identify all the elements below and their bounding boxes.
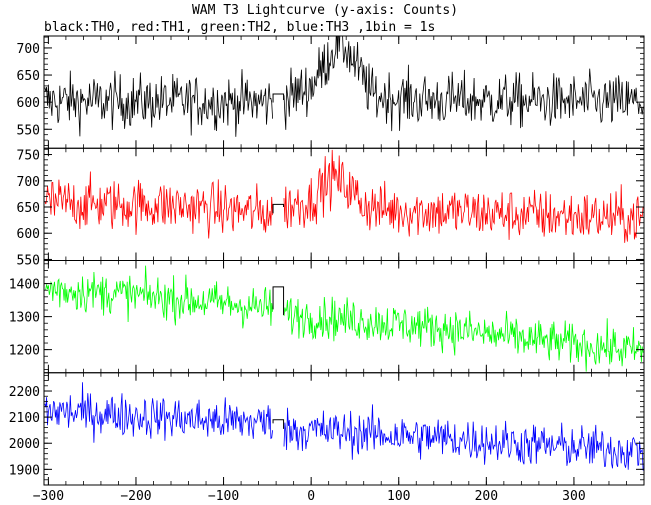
x-axis: −300 −200 −100 0 100 200 300 bbox=[33, 489, 586, 504]
gap-step-th2 bbox=[272, 286, 285, 315]
y-tick-label: 550 bbox=[17, 253, 40, 268]
y-tick-label: 1900 bbox=[9, 463, 40, 478]
x-tick-label: 0 bbox=[307, 489, 315, 504]
y-tick-label: 2000 bbox=[9, 437, 40, 452]
x-tick-label: 300 bbox=[562, 489, 585, 504]
chart-subtitle: black:TH0, red:TH1, green:TH2, blue:TH3 … bbox=[44, 20, 435, 35]
series-line-th1 bbox=[44, 149, 644, 243]
x-tick-label: −200 bbox=[120, 489, 151, 504]
y-tick-label: 650 bbox=[17, 201, 40, 216]
y-tick-label: 600 bbox=[17, 227, 40, 242]
y-tick-label: 700 bbox=[17, 42, 40, 57]
y-tick-label: 600 bbox=[17, 96, 40, 111]
series-line-th3 bbox=[44, 382, 644, 471]
gap-step-th0 bbox=[272, 93, 285, 103]
y-tick-label: 700 bbox=[17, 175, 40, 190]
x-tick-label: −300 bbox=[33, 489, 64, 504]
x-tick-label: 200 bbox=[475, 489, 498, 504]
y-tick-label: 1400 bbox=[9, 278, 40, 293]
panel-th3: 1900 2000 2100 2200 bbox=[9, 372, 645, 486]
chart-title: WAM T3 Lightcurve (y-axis: Counts) bbox=[192, 3, 458, 18]
panel-frame bbox=[43, 372, 645, 486]
y-tick-label: 1300 bbox=[9, 311, 40, 326]
y-tick-label: 1200 bbox=[9, 344, 40, 359]
y-tick-label: 2100 bbox=[9, 411, 40, 426]
x-tick-label: −100 bbox=[208, 489, 239, 504]
gap-step-th1 bbox=[272, 203, 285, 214]
x-tick-label: 100 bbox=[387, 489, 410, 504]
y-tick-label: 2200 bbox=[9, 385, 40, 400]
panel-th2: 1200 1300 1400 bbox=[9, 260, 645, 374]
series-line-th2 bbox=[44, 265, 644, 372]
y-tick-label: 750 bbox=[17, 149, 40, 164]
series-line-th0 bbox=[44, 36, 644, 137]
panel-th0: 550 600 650 700 bbox=[17, 35, 645, 149]
panels-group: 5506006507005506006507007501200130014001… bbox=[9, 35, 645, 486]
gap-step-th3 bbox=[272, 419, 285, 429]
y-tick-label: 650 bbox=[17, 69, 40, 84]
panel-frame bbox=[43, 147, 645, 261]
panel-th1: 550 600 650 700 750 bbox=[17, 147, 645, 268]
y-tick-label: 550 bbox=[17, 123, 40, 138]
